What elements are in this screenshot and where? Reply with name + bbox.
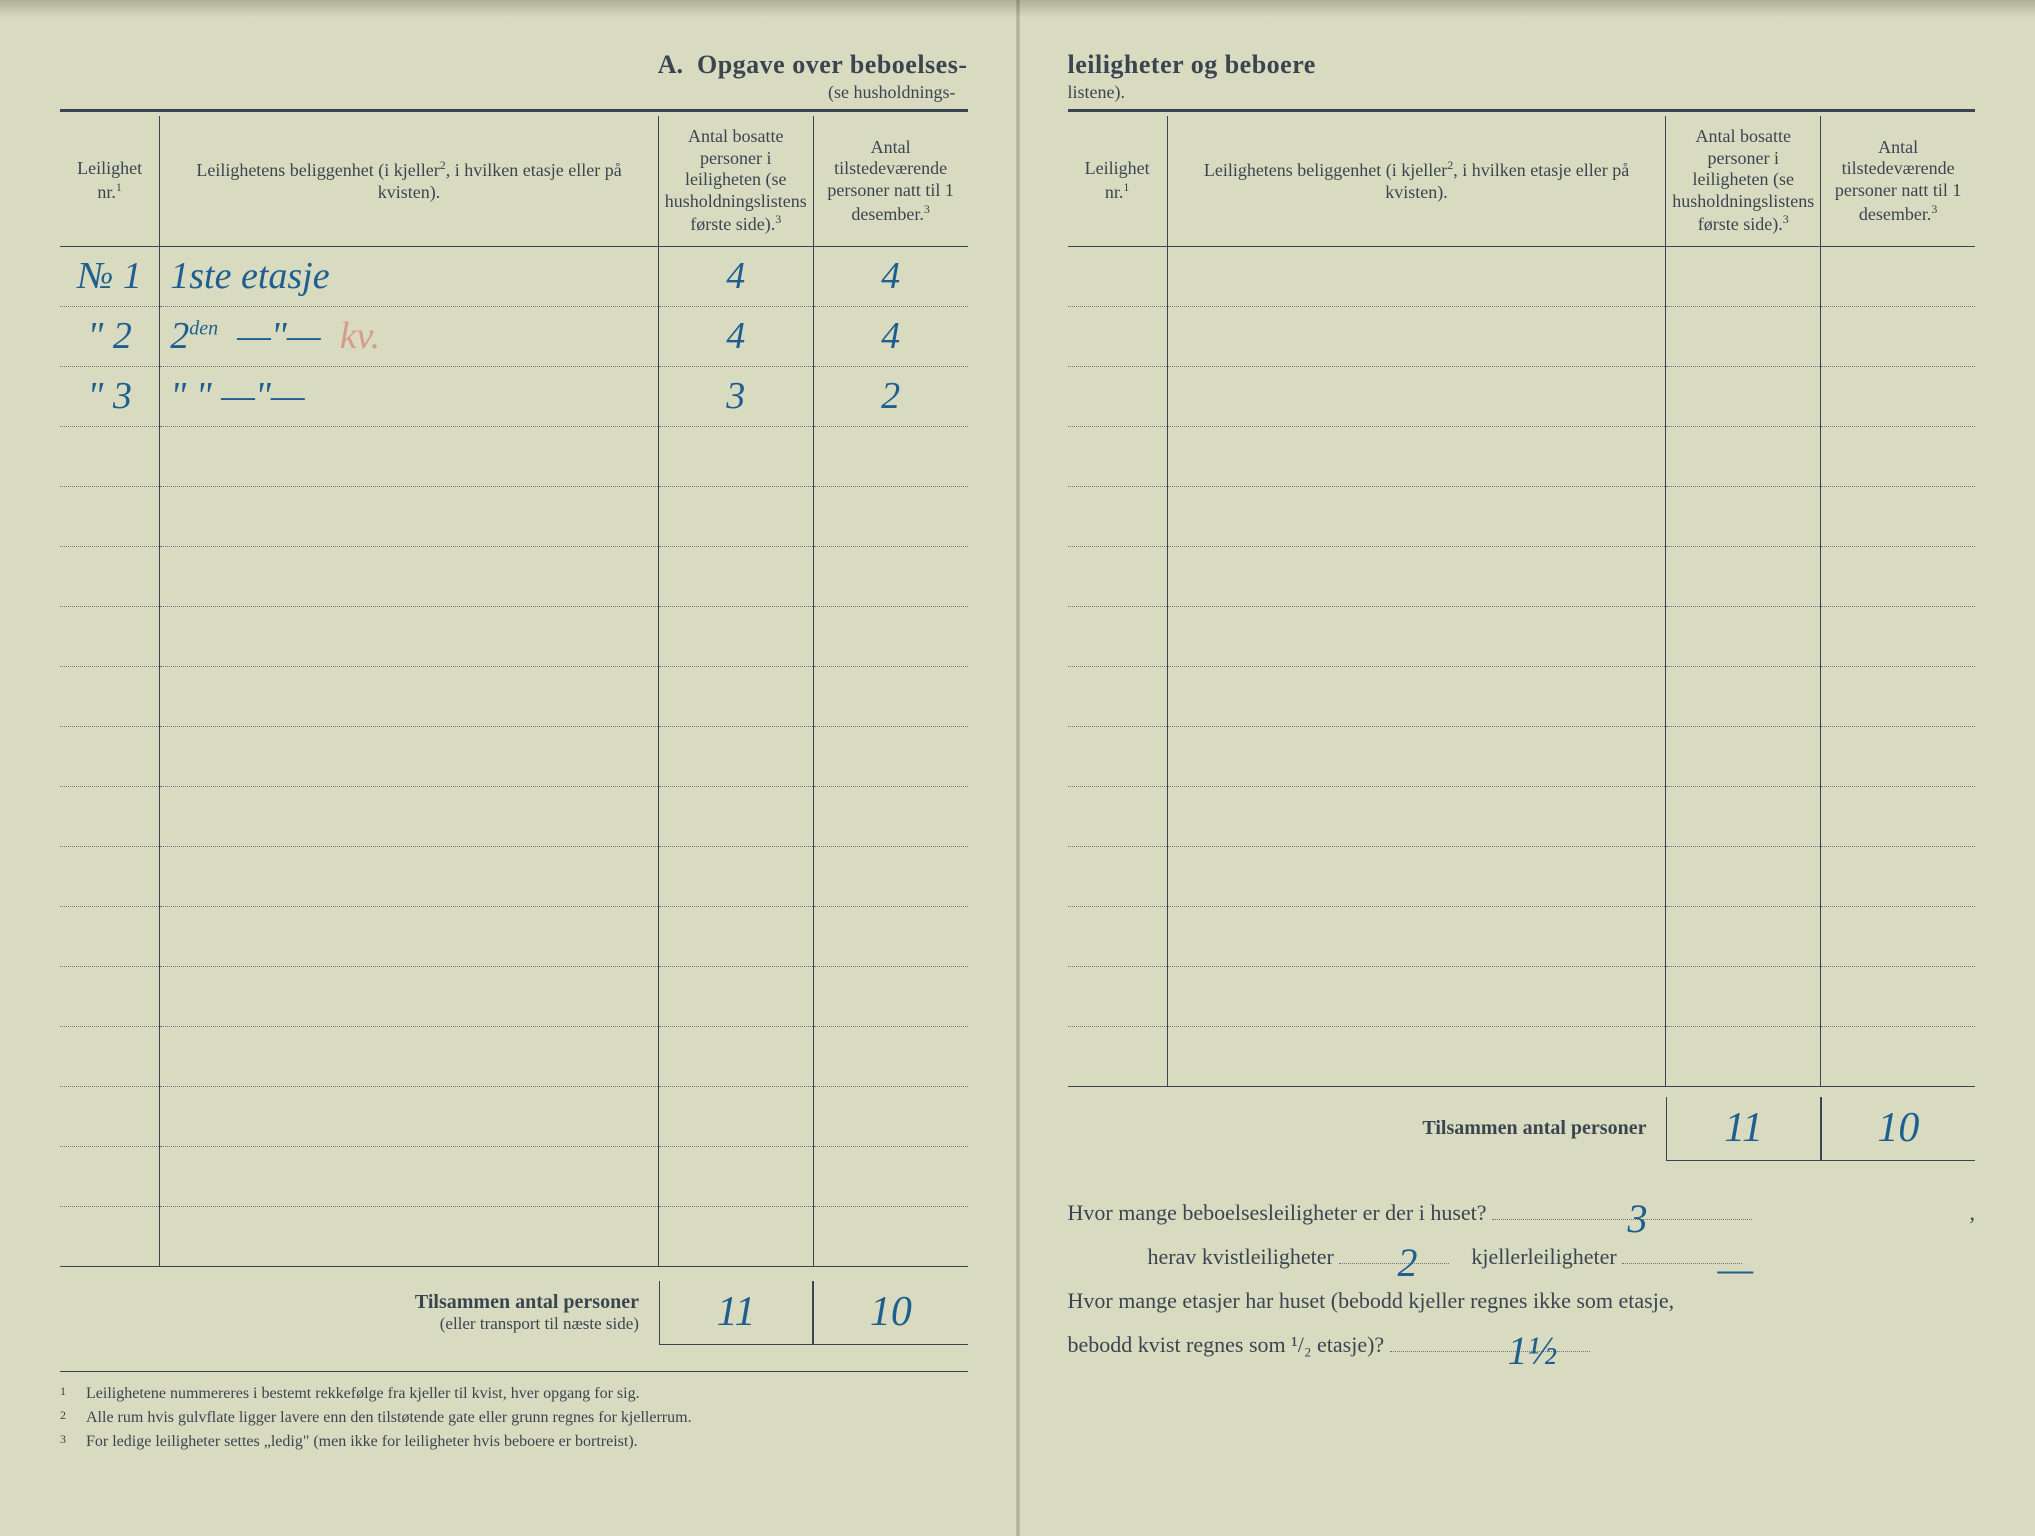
th-count1: Antal bosatte personer i leiligheten (se… — [1666, 116, 1821, 246]
table-row: " 3 " " —"— 3 2 — [60, 366, 968, 426]
question-1: Hvor mange beboelsesleiligheter er der i… — [1068, 1191, 1976, 1235]
table-row — [1068, 366, 1976, 426]
table-row — [60, 1206, 968, 1266]
blank-line — [1492, 1198, 1752, 1220]
totals-c1: 11 — [1666, 1097, 1820, 1161]
title-row-left: A. Opgave over beboelses- — [60, 50, 968, 80]
table-row — [60, 1086, 968, 1146]
table-row — [60, 486, 968, 546]
table-row — [60, 786, 968, 846]
table-row: № 1 1ste etasje 4 4 — [60, 246, 968, 306]
totals-c2: 10 — [813, 1281, 967, 1345]
table-row — [60, 426, 968, 486]
page-gutter — [1016, 0, 1020, 1536]
hand-nr: " 2 — [87, 315, 131, 357]
table-row — [1068, 486, 1976, 546]
hand-c1: 4 — [726, 315, 745, 357]
page-left: A. Opgave over beboelses- (se husholdnin… — [0, 0, 1018, 1536]
table-row — [1068, 306, 1976, 366]
hand-nr: № 1 — [77, 255, 141, 297]
th-loc: Leilighetens beliggenhet (i kjeller2, i … — [160, 116, 659, 246]
th-count2: Antal tilstedeværende personer natt til … — [813, 116, 967, 246]
table-row — [60, 726, 968, 786]
table-row — [1068, 966, 1976, 1026]
hand-nr: " 3 — [87, 375, 131, 417]
table-row — [60, 966, 968, 1026]
title-right: leiligheter og beboere — [1068, 50, 1316, 80]
table-row — [1068, 1026, 1976, 1086]
table-row — [60, 846, 968, 906]
subtitle-right: listene). — [1068, 82, 1976, 103]
title-left: Opgave over beboelses- — [697, 50, 968, 80]
hand-loc: 1ste etasje — [170, 255, 329, 297]
document-spread: A. Opgave over beboelses- (se husholdnin… — [0, 0, 2035, 1536]
table-row — [60, 666, 968, 726]
table-row — [60, 546, 968, 606]
totals-left: Tilsammen antal personer (eller transpor… — [60, 1281, 968, 1345]
table-right: Leilighet nr.1 Leilighetens beliggenhet … — [1068, 116, 1976, 1087]
totals-right: Tilsammen antal personer 11 10 — [1068, 1097, 1976, 1161]
rule-thick — [1068, 109, 1976, 112]
hand-c2: 4 — [881, 255, 900, 297]
rule-thick — [60, 109, 968, 112]
hand-c2: 4 — [881, 315, 900, 357]
answer-3: 1½ — [1508, 1311, 1558, 1391]
table-row — [1068, 606, 1976, 666]
table-row — [1068, 726, 1976, 786]
th-loc: Leilighetens beliggenhet (i kjeller2, i … — [1167, 116, 1665, 246]
totals-label: Tilsammen antal personer (eller transpor… — [60, 1291, 659, 1334]
question-3b: bebodd kvist regnes som ¹/₂ etasje)? 1½ — [1068, 1323, 1976, 1367]
totals-c1: 11 — [659, 1281, 813, 1345]
title-row-right: leiligheter og beboere — [1068, 50, 1976, 80]
th-count1: Antal bosatte personer i leiligheten (se… — [658, 116, 813, 246]
table-row: " 2 2den —"— kv. 4 4 — [60, 306, 968, 366]
table-row — [1068, 246, 1976, 306]
table-row — [1068, 786, 1976, 846]
question-2: herav kvistleiligheter 2 kjellerleilighe… — [1068, 1235, 1976, 1279]
tbody-left: № 1 1ste etasje 4 4 " 2 2den —"— kv. 4 4… — [60, 246, 968, 1266]
hand-loc: " " —"— — [170, 375, 304, 417]
blank-line — [1390, 1330, 1590, 1352]
table-row — [1068, 906, 1976, 966]
hand-c1: 3 — [726, 375, 745, 417]
table-row — [60, 1026, 968, 1086]
subtitle-left: (se husholdnings- — [60, 82, 968, 103]
page-right: leiligheter og beboere listene). Leiligh… — [1018, 0, 2035, 1536]
blank-line — [1339, 1242, 1449, 1264]
th-nr: Leilighet nr.1 — [1068, 116, 1168, 246]
table-row — [1068, 666, 1976, 726]
footnotes: 1Leilighetene nummereres i bestemt rekke… — [60, 1371, 968, 1454]
table-row — [60, 1146, 968, 1206]
table-row — [1068, 546, 1976, 606]
table-left: Leilighet nr.1 Leilighetens beliggenhet … — [60, 116, 968, 1267]
table-row — [60, 606, 968, 666]
totals-label: Tilsammen antal personer — [1068, 1117, 1667, 1140]
table-row — [1068, 846, 1976, 906]
totals-c2: 10 — [1821, 1097, 1975, 1161]
footnote: 2Alle rum hvis gulvflate ligger lavere e… — [60, 1406, 968, 1430]
footnote: 1Leilighetene nummereres i bestemt rekke… — [60, 1382, 968, 1406]
hand-loc: 2den —"— — [170, 315, 339, 357]
hand-c1: 4 — [726, 255, 745, 297]
hand-c2: 2 — [881, 375, 900, 417]
tbody-right — [1068, 246, 1976, 1086]
title-prefix: A. — [658, 50, 683, 80]
hand-loc-red: kv. — [340, 315, 380, 357]
questions: Hvor mange beboelsesleiligheter er der i… — [1068, 1191, 1976, 1367]
footnote: 3For ledige leiligheter settes „ledig" (… — [60, 1430, 968, 1454]
table-row — [1068, 426, 1976, 486]
th-nr: Leilighet nr.1 — [60, 116, 160, 246]
th-count2: Antal tilstedeværende personer natt til … — [1821, 116, 1975, 246]
table-row — [60, 906, 968, 966]
